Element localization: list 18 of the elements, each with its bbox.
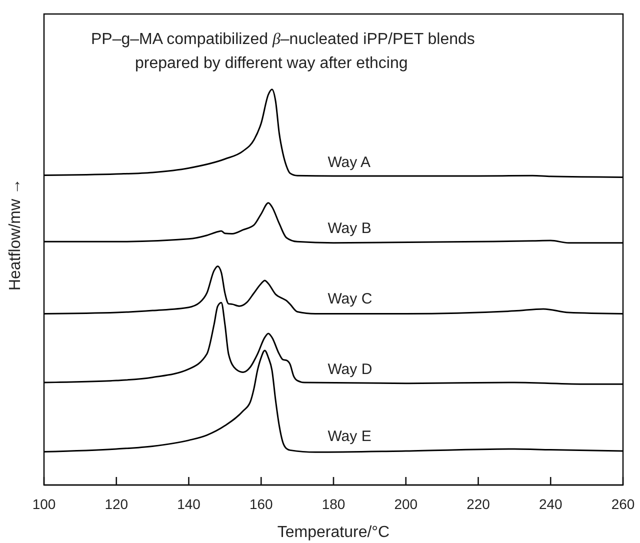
- series-label: Way B: [328, 220, 372, 237]
- y-axis-title: Heatflow/mw →: [7, 178, 24, 291]
- x-tick-label: 120: [104, 496, 128, 512]
- series-label: Way A: [328, 154, 371, 172]
- chart-subtitle: prepared by different way after ethcing: [135, 55, 408, 72]
- series-label: Way C: [328, 290, 372, 308]
- chart-title: PP–g–MA compatibilized β–nucleated iPP/PET blends: [91, 31, 475, 48]
- series-label: Way E: [328, 428, 372, 445]
- x-tick-label: 160: [249, 496, 274, 512]
- x-tick-label: 100: [32, 496, 56, 512]
- x-tick-label: 140: [177, 496, 201, 512]
- series-label: Way D: [328, 361, 372, 378]
- x-tick-label: 220: [466, 496, 490, 512]
- x-axis-title: Temperature/°C: [277, 524, 390, 541]
- x-tick-label: 260: [611, 496, 635, 512]
- x-tick-label: 240: [538, 496, 563, 512]
- x-tick-label: 200: [394, 496, 418, 512]
- x-tick-label: 180: [322, 496, 346, 512]
